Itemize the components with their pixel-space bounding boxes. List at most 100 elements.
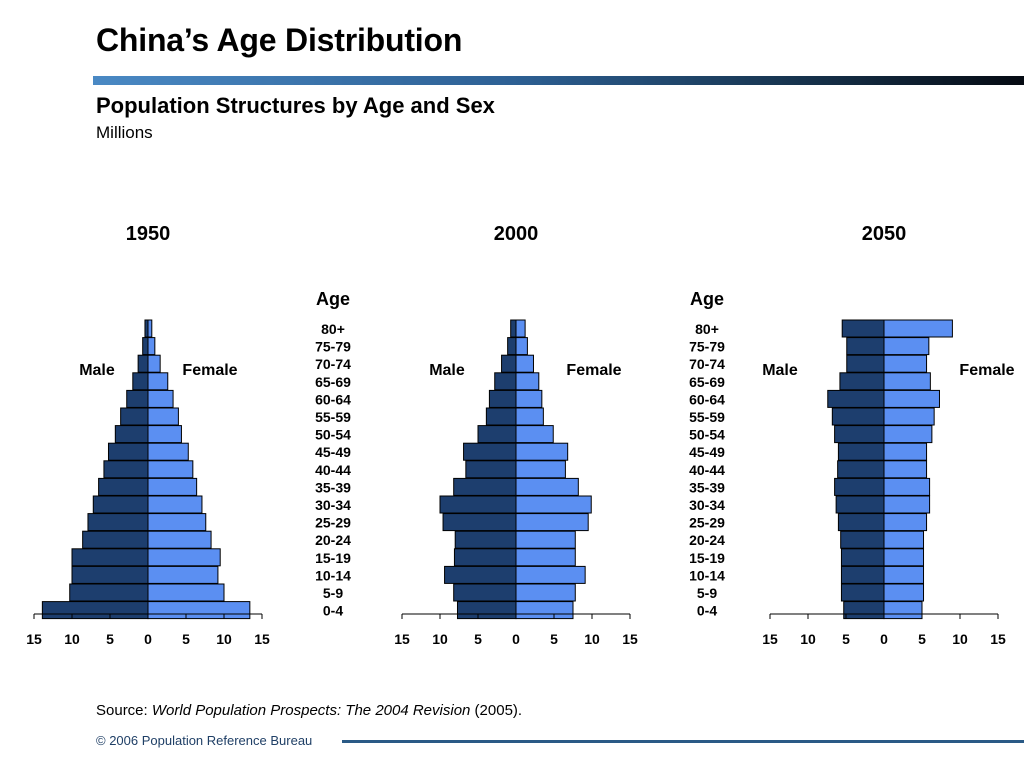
female-bar-20-24 bbox=[147, 530, 212, 549]
male-bar-30-34 bbox=[92, 495, 149, 514]
source-note: Source: World Population Prospects: The … bbox=[96, 702, 522, 719]
female-bar-80+ bbox=[883, 319, 953, 338]
age-label: 30-34 bbox=[689, 497, 725, 513]
age-label: 0-4 bbox=[697, 603, 717, 619]
age-label: 55-59 bbox=[689, 409, 725, 425]
male-bar-50-54 bbox=[834, 425, 885, 444]
female-bar-25-29 bbox=[515, 513, 589, 532]
male-bar-55-59 bbox=[831, 407, 885, 426]
units-label: Millions bbox=[96, 123, 153, 142]
female-bar-15-19 bbox=[147, 548, 221, 567]
age-label: 65-69 bbox=[689, 374, 725, 390]
male-bar-40-44 bbox=[465, 460, 517, 479]
female-bar-5-9 bbox=[515, 583, 576, 602]
female-bar-55-59 bbox=[147, 407, 179, 426]
age-label: 60-64 bbox=[689, 391, 725, 407]
male-bar-70-74 bbox=[846, 354, 885, 373]
x-tick-label: 15 bbox=[394, 631, 410, 647]
age-label: 75-79 bbox=[315, 339, 351, 355]
female-bar-10-14 bbox=[515, 565, 586, 584]
source-title: World Population Prospects: The 2004 Rev… bbox=[151, 702, 471, 719]
female-bar-20-24 bbox=[515, 530, 576, 549]
age-label: 20-24 bbox=[689, 532, 725, 548]
age-label: 10-14 bbox=[689, 567, 725, 583]
x-tick-label: 5 bbox=[550, 631, 558, 647]
female-bar-15-19 bbox=[515, 548, 576, 567]
female-bar-15-19 bbox=[883, 548, 925, 567]
male-bar-25-29 bbox=[837, 513, 885, 532]
male-bar-35-39 bbox=[98, 477, 149, 496]
male-bar-75-79 bbox=[142, 337, 149, 356]
male-bar-25-29 bbox=[442, 513, 517, 532]
male-bar-15-19 bbox=[71, 548, 149, 567]
age-label: 70-74 bbox=[315, 356, 351, 372]
age-label: 0-4 bbox=[323, 603, 343, 619]
x-tick-label: 5 bbox=[106, 631, 114, 647]
female-bar-65-69 bbox=[883, 372, 931, 391]
male-bar-40-44 bbox=[103, 460, 149, 479]
age-label: 50-54 bbox=[689, 427, 725, 443]
female-bar-55-59 bbox=[515, 407, 544, 426]
female-bar-10-14 bbox=[883, 565, 925, 584]
female-bar-40-44 bbox=[883, 460, 928, 479]
male-bar-25-29 bbox=[87, 513, 149, 532]
male-label: Male bbox=[79, 362, 115, 379]
x-tick-label: 15 bbox=[990, 631, 1006, 647]
male-bar-5-9 bbox=[840, 583, 885, 602]
x-tick-label: 15 bbox=[762, 631, 778, 647]
male-bar-10-14 bbox=[444, 565, 517, 584]
chart-title: 1950 bbox=[126, 223, 171, 245]
title-underline-bar bbox=[93, 76, 1024, 85]
x-tick-label: 5 bbox=[182, 631, 190, 647]
male-bar-5-9 bbox=[69, 583, 149, 602]
pyramid-2050: 2050 Male Female 15 10 5 0 5 10 15 Age 80+ 75-7970-7… bbox=[689, 223, 1015, 647]
female-bar-20-24 bbox=[883, 530, 925, 549]
female-bar-70-74 bbox=[515, 354, 534, 373]
age-label: 60-64 bbox=[315, 391, 351, 407]
age-label: 30-34 bbox=[315, 497, 351, 513]
male-bar-55-59 bbox=[485, 407, 517, 426]
female-bar-50-54 bbox=[515, 425, 554, 444]
age-label: 5-9 bbox=[323, 585, 343, 601]
female-bar-75-79 bbox=[147, 337, 156, 356]
age-label: 40-44 bbox=[315, 462, 351, 478]
female-bar-35-39 bbox=[515, 477, 579, 496]
age-label: 80+ bbox=[695, 321, 719, 337]
male-bar-75-79 bbox=[507, 337, 517, 356]
male-bar-75-79 bbox=[846, 337, 885, 356]
female-bar-10-14 bbox=[147, 565, 219, 584]
age-label: 25-29 bbox=[689, 515, 725, 531]
female-bar-80+ bbox=[515, 319, 526, 338]
female-label: Female bbox=[182, 362, 237, 379]
female-bar-70-74 bbox=[147, 354, 161, 373]
source-suffix: (2005). bbox=[470, 702, 523, 719]
age-label: 15-19 bbox=[315, 550, 351, 566]
female-bar-60-64 bbox=[147, 389, 174, 408]
age-label: 55-59 bbox=[315, 409, 351, 425]
male-bar-15-19 bbox=[453, 548, 517, 567]
x-tick-label: 5 bbox=[918, 631, 926, 647]
female-bar-25-29 bbox=[147, 513, 207, 532]
male-bar-10-14 bbox=[840, 565, 885, 584]
x-tick-label: 10 bbox=[952, 631, 968, 647]
age-axis-title: Age bbox=[316, 289, 350, 309]
male-label: Male bbox=[429, 362, 465, 379]
x-tick-label: 15 bbox=[622, 631, 638, 647]
age-label: 75-79 bbox=[689, 339, 725, 355]
female-bar-5-9 bbox=[883, 583, 925, 602]
male-bar-30-34 bbox=[835, 495, 885, 514]
age-label: 15-19 bbox=[689, 550, 725, 566]
male-bar-5-9 bbox=[453, 583, 517, 602]
age-label: 45-49 bbox=[315, 444, 351, 460]
age-label: 20-24 bbox=[315, 532, 351, 548]
male-bar-10-14 bbox=[71, 565, 149, 584]
male-bar-30-34 bbox=[439, 495, 517, 514]
male-bar-20-24 bbox=[82, 530, 149, 549]
chart-title: 2050 bbox=[862, 223, 907, 245]
female-label: Female bbox=[566, 362, 621, 379]
female-bar-40-44 bbox=[515, 460, 566, 479]
male-bar-50-54 bbox=[114, 425, 149, 444]
copyright-notice: © 2006 Population Reference Bureau bbox=[96, 733, 313, 748]
female-bar-75-79 bbox=[515, 337, 528, 356]
female-bar-60-64 bbox=[515, 389, 543, 408]
